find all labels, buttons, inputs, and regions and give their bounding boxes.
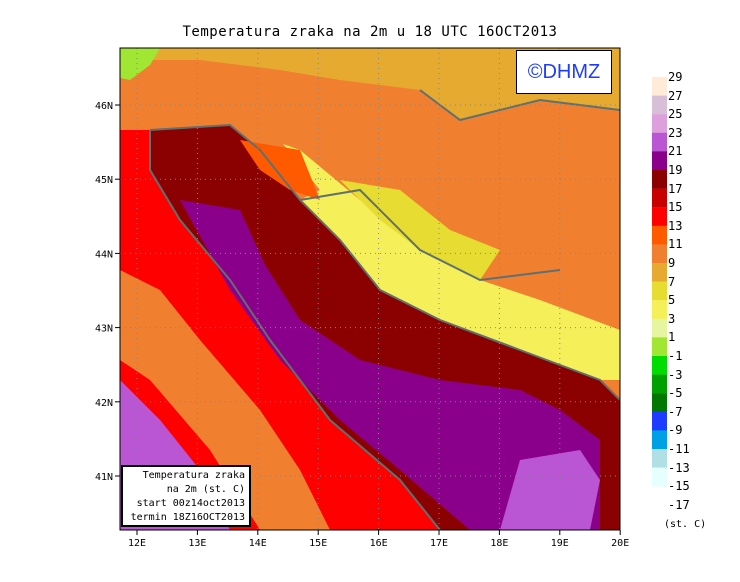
color-legend	[652, 77, 667, 487]
grid-lines	[120, 48, 620, 530]
info-line: start 00z14oct2013	[136, 498, 245, 509]
legend-label: 13	[668, 218, 683, 233]
legend-label: 23	[668, 125, 683, 140]
legend-label: -3	[668, 367, 683, 382]
legend-color-swatch	[652, 114, 667, 133]
legend-color-swatch	[652, 411, 667, 431]
po-valley-band	[120, 78, 320, 200]
lat-tick-label: 44N	[95, 249, 113, 260]
legend-color-swatch	[652, 393, 667, 412]
legend-label: 3	[668, 311, 676, 326]
lon-tick-label: 15E	[309, 538, 327, 549]
legend-label: 21	[668, 144, 683, 159]
legend-label: -5	[668, 386, 683, 401]
legend-label: 15	[668, 200, 683, 215]
legend-label: 27	[668, 88, 683, 103]
legend-color-swatch	[652, 263, 667, 282]
adriatic-warmest-core	[180, 200, 600, 530]
map-frame	[119, 47, 621, 531]
legend-label: -1	[668, 349, 683, 363]
info-line: termin 18Z16OCT2013	[130, 512, 245, 523]
lon-tick-label: 18E	[490, 538, 508, 549]
legend-label: -13	[668, 460, 690, 475]
legend-label: 7	[668, 274, 676, 289]
legend-color-swatch	[652, 132, 667, 152]
ionian-warm-region	[500, 450, 600, 530]
lon-tick-label: 16E	[370, 538, 388, 549]
northern-cooler-region	[120, 48, 620, 120]
legend-color-swatch	[652, 281, 667, 301]
legend-color-swatch	[652, 244, 667, 264]
lon-tick-label: 19E	[551, 538, 569, 549]
lat-tick-label: 46N	[95, 101, 113, 112]
legend-label: 9	[668, 256, 676, 270]
kvarner-region	[240, 140, 320, 200]
legend-units: (st. C)	[664, 519, 707, 530]
legend-label: -15	[668, 479, 690, 494]
highland-band	[340, 180, 500, 280]
lon-tick-label: 12E	[128, 538, 146, 549]
dhmz-logo: ©DHMZ	[516, 50, 612, 94]
legend-color-swatch	[652, 430, 667, 450]
legend-color-swatch	[652, 337, 667, 357]
info-box: Temperatura zraka na 2m (st. C) start 00…	[121, 465, 251, 527]
legend-color-swatch	[652, 188, 667, 208]
lon-tick-label: 20E	[611, 538, 629, 549]
legend-color-swatch	[652, 374, 667, 394]
legend-label: 5	[668, 293, 676, 308]
legend-label: -17	[668, 497, 690, 512]
legend-color-swatch	[652, 77, 667, 96]
legend-label: 25	[668, 107, 683, 122]
legend-label: 29	[668, 70, 683, 84]
legend-color-swatch	[652, 467, 667, 487]
legend-color-swatch	[652, 449, 667, 468]
coastline-borders	[149, 89, 620, 530]
legend-color-swatch	[652, 95, 667, 115]
lon-tick-label: 14E	[249, 538, 267, 549]
alpine-cold-region	[120, 48, 160, 80]
apennines-band	[120, 270, 330, 530]
lat-tick-label: 45N	[95, 175, 113, 186]
legend-label: -11	[668, 442, 690, 456]
lat-tick-label: 41N	[95, 472, 113, 483]
axis-ticks: 12E 13E 14E 15E 16E 17E 18E 19E 20E 46N 45N 44N 43N 4…	[95, 101, 629, 549]
lat-tick-label: 43N	[95, 324, 113, 335]
legend-color-swatch	[652, 356, 667, 375]
legend-label: 17	[668, 181, 683, 196]
lon-tick-label: 17E	[430, 538, 448, 549]
legend-color-swatch	[652, 151, 667, 171]
legend-label: 19	[668, 163, 683, 177]
legend-color-swatch	[652, 300, 667, 319]
legend-label: -9	[668, 423, 683, 438]
legend-label: -7	[668, 404, 683, 419]
info-line: Temperatura zraka	[142, 470, 245, 481]
legend-color-swatch	[652, 225, 667, 245]
legend-color-swatch	[652, 318, 667, 338]
map-title: Temperatura zraka na 2m u 18 UTC 16OCT20…	[182, 24, 558, 40]
legend-color-swatch	[652, 170, 667, 189]
lat-tick-label: 42N	[95, 398, 113, 409]
info-line: na 2m (st. C)	[166, 484, 245, 495]
lon-tick-label: 13E	[188, 538, 206, 549]
legend-label: 1	[668, 330, 676, 345]
legend-label: 11	[668, 237, 683, 252]
legend-color-swatch	[652, 207, 667, 226]
